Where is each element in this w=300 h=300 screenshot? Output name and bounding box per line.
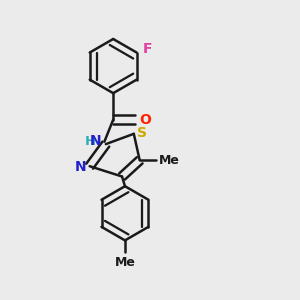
Text: Me: Me <box>115 256 135 269</box>
Text: H: H <box>85 135 96 148</box>
Text: S: S <box>137 126 147 140</box>
Text: N: N <box>90 134 101 148</box>
Text: F: F <box>143 42 153 56</box>
Text: O: O <box>139 113 151 127</box>
Text: Me: Me <box>159 154 180 167</box>
Text: N: N <box>75 160 87 174</box>
